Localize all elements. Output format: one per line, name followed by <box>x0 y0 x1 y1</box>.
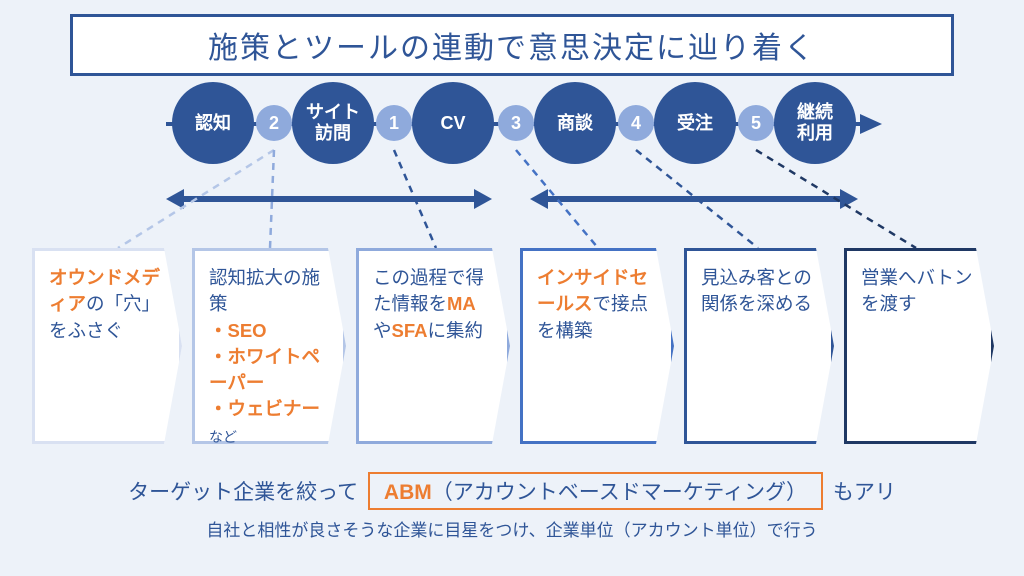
abm-blue: （アカウントベースドマーケティング） <box>432 481 807 504</box>
card-1: 認知拡大の施策・SEO・ホワイトペーパー・ウェビナーなど <box>192 248 346 444</box>
range-arrow-right-icon <box>474 189 492 209</box>
stage-4: 受注 <box>654 82 736 164</box>
stage-num-5: 5 <box>738 105 774 141</box>
range-arrow-right-icon <box>840 189 858 209</box>
abm-box: ABM（アカウントベースドマーケティング） <box>368 472 823 510</box>
range-bar-1 <box>544 196 844 202</box>
stage-0: 認知 <box>172 82 254 164</box>
abm-orange: ABM <box>384 481 432 504</box>
stage-2: CV <box>412 82 494 164</box>
stage-num-4: 4 <box>618 105 654 141</box>
card-4: 見込み客との関係を深める <box>684 248 834 444</box>
flow-arrow-icon <box>860 114 882 134</box>
footer-post: もアリ <box>833 481 896 504</box>
card-5: 営業へバトンを渡す <box>844 248 994 444</box>
footer-pre: ターゲット企業を絞って <box>128 481 358 504</box>
range-bar-0 <box>180 196 478 202</box>
stage-num-3: 3 <box>498 105 534 141</box>
stage-1: サイト訪問 <box>292 82 374 164</box>
range-arrow-left-icon <box>166 189 184 209</box>
stage-row: 認知サイト訪問 CV 商談受注継続利用 2 1 3 4 5 <box>0 82 1024 192</box>
card-2: この過程で得た情報をMAやSFAに集約 <box>356 248 510 444</box>
stage-num-1: 1 <box>376 105 412 141</box>
card-0: オウンドメディアの「穴」をふさぐ <box>32 248 182 444</box>
stage-num-2: 2 <box>256 105 292 141</box>
footer-line-2: 自社と相性が良さそうな企業に目星をつけ、企業単位（アカウント単位）で行う <box>0 516 1024 541</box>
stage-3: 商談 <box>534 82 616 164</box>
card-3: インサイドセールスで接点を構築 <box>520 248 674 444</box>
footer-line-1: ターゲット企業を絞って ABM（アカウントベースドマーケティング） もアリ <box>0 472 1024 510</box>
stage-5: 継続利用 <box>774 82 856 164</box>
range-arrow-left-icon <box>530 189 548 209</box>
page-title: 施策とツールの連動で意思決定に辿り着く <box>70 14 954 76</box>
